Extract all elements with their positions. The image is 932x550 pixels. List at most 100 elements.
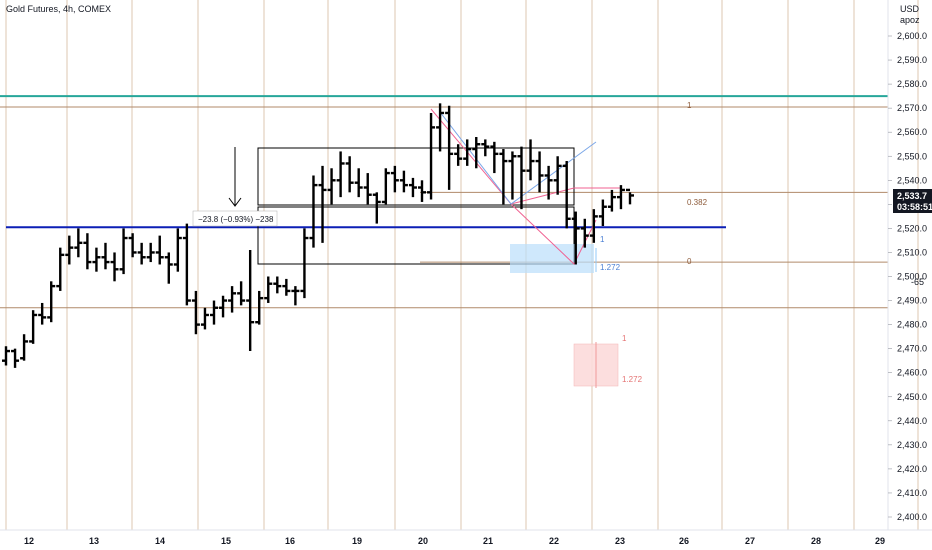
ohlc-bar [336,151,345,198]
x-tick-label: 22 [549,536,559,546]
y-tick-label: 2,410.0 [897,488,927,498]
ohlc-bar [526,139,535,181]
ohlc-bar [327,168,336,205]
price-axis[interactable]: USD apoz 2,400.0 2,410.0 2,420.0 2,430.0 2,4… [887,0,927,530]
ohlc-bar [463,139,472,166]
grid [5,0,919,530]
ohlc-bar [436,103,445,152]
ohlc-bar [264,276,273,303]
y-tick-label: 2,470.0 [897,344,927,354]
ohlc-bar [164,252,173,284]
x-tick-label: 28 [811,536,821,546]
time-axis[interactable]: 12 13 14 15 16 19 20 21 22 23 26 27 28 29 [0,529,932,546]
ohlc-bar [173,228,182,272]
ohlc-bar [363,173,372,205]
y-tick-label: 2,510.0 [897,247,927,257]
blue-projection-zone[interactable] [510,244,594,273]
y-tick-label: 2,440.0 [897,416,927,426]
x-tick-label: 15 [221,536,231,546]
ohlc-bar [354,168,363,198]
current-price-value: 2,533.7 [897,191,927,201]
ohlc-bars [2,103,634,368]
ohlc-bar [128,233,137,258]
ohlc-bar [607,189,616,212]
ohlc-bar [589,209,598,243]
y-tick-label: 2,600.0 [897,31,927,41]
x-tick-label: 23 [615,536,625,546]
currency-label: USD [900,4,920,14]
ohlc-bar [110,252,119,282]
ohlc-bar [11,348,20,368]
ohlc-bar [20,334,29,361]
ohlc-bar [300,228,309,299]
ohlc-bar [2,346,10,366]
ohlc-bar [137,242,146,265]
y-tick-label: 2,590.0 [897,55,927,65]
ohlc-bar [616,185,625,210]
ohlc-bar [273,276,282,294]
ohlc-bar [508,151,517,200]
ohlc-bar [83,233,92,270]
ohlc-bar [282,278,291,296]
x-tick-label: 16 [285,536,295,546]
y-tick-label: 2,580.0 [897,79,927,89]
fib-label-0: 0 [687,257,692,266]
red-proj-label-1272: 1.272 [622,375,643,384]
ohlc-bar [499,149,508,205]
ohlc-bar [47,281,56,323]
ohlc-bar [427,112,436,200]
blue-proj-label-1272: 1.272 [600,263,621,272]
x-tick-label: 21 [483,536,493,546]
y-tick-label: 2,460.0 [897,368,927,378]
measure-label: −23.8 (−0.93%) −238 [198,215,274,224]
right-edge-label: -65 [911,277,924,287]
blue-proj-label-1: 1 [600,235,605,244]
x-tick-label: 20 [418,536,428,546]
y-tick-label: 2,400.0 [897,512,927,522]
ohlc-bar [56,247,65,291]
ohlc-bar [553,156,562,195]
ohlc-bar [517,146,526,210]
ohlc-bar [219,295,228,318]
ohlc-bar [92,247,101,272]
ohlc-bar [390,165,399,193]
upper-range-box[interactable] [257,147,575,206]
ohlc-bar [191,290,200,335]
x-tick-label: 19 [352,536,362,546]
y-tick-label: 2,500.0 [897,272,927,282]
measure-arrow-head [228,197,242,207]
horizontal-levels [0,95,888,309]
fib-label-0382: 0.382 [687,198,708,207]
ohlc-bar [146,242,155,263]
ohlc-bar [200,307,209,330]
ohlc-bar [571,211,580,265]
x-tick-label: 27 [745,536,755,546]
ohlc-bar [626,188,634,205]
ohlc-bar [155,235,164,265]
x-tick-label: 13 [89,536,99,546]
ohlc-bar [291,286,300,306]
ohlc-bar [399,170,408,193]
x-tick-label: 12 [24,536,34,546]
current-price-bg [893,189,932,213]
fib-label-1: 1 [687,101,692,110]
ohlc-bar [318,165,327,243]
red-proj-label-1: 1 [622,334,627,343]
ohlc-bar [472,137,481,169]
x-tick-label: 29 [875,536,885,546]
y-tick-label: 2,520.0 [897,223,927,233]
ohlc-bar [74,228,83,258]
y-tick-label: 2,560.0 [897,127,927,137]
y-tick-label: 2,570.0 [897,103,927,113]
y-tick-label: 2,490.0 [897,296,927,306]
ohlc-bar [210,300,218,325]
y-tick-label: 2,430.0 [897,440,927,450]
ohlc-bar [490,141,499,174]
ohlc-bar [562,161,571,229]
lower-range-box[interactable] [257,206,575,265]
y-tick-label: 2,480.0 [897,320,927,330]
ohlc-bar [119,228,128,275]
y-tick-label: 2,420.0 [897,464,927,474]
x-tick-label: 26 [679,536,689,546]
